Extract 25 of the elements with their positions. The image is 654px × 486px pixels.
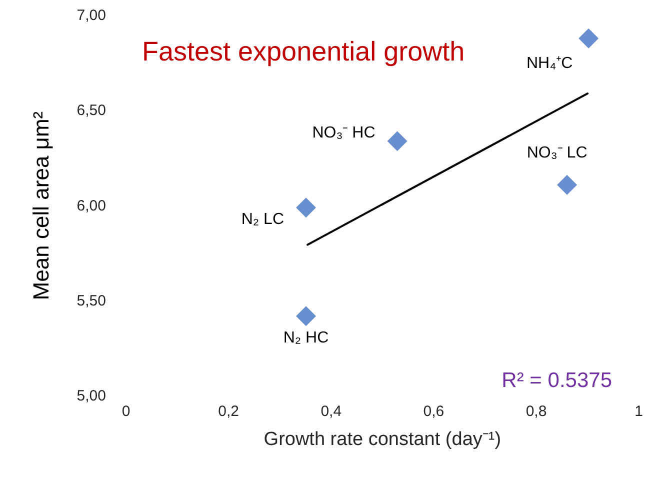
- y-tick-label: 6,50: [76, 102, 106, 120]
- point: [387, 131, 408, 152]
- y-tick-label: 5,50: [76, 292, 106, 310]
- point: [296, 306, 316, 326]
- annotation: NO₃⁻ LC: [526, 144, 588, 162]
- y-tick-label: 6,00: [76, 197, 106, 214]
- x-tick-label: 0,8: [526, 403, 547, 420]
- annotation: NH₄⁺C: [526, 54, 573, 72]
- x-tick-label: 0,4: [320, 403, 342, 420]
- annotation: R² = 0.5375: [502, 369, 612, 392]
- point: [578, 28, 599, 48]
- text: Fastest exponential growth: [142, 36, 465, 66]
- x-tick-label: 0,2: [218, 403, 239, 420]
- point: [557, 174, 578, 195]
- y-tick-label: 7,00: [76, 7, 106, 24]
- y-axis-title: Mean cell area μm²: [28, 111, 54, 300]
- annotation: NO₃⁻ HC: [312, 124, 376, 142]
- x-tick-label: 0: [122, 403, 130, 420]
- y-tick-label: 5,00: [76, 388, 106, 404]
- annotation: N₂ LC: [241, 211, 284, 228]
- x-tick-label: 1: [634, 403, 643, 420]
- annotation: N₂ HC: [283, 330, 329, 347]
- x-axis-title: Growth rate constant (day⁻¹): [264, 429, 502, 450]
- x-tick-label: 0,6: [423, 403, 444, 420]
- point: [296, 198, 316, 218]
